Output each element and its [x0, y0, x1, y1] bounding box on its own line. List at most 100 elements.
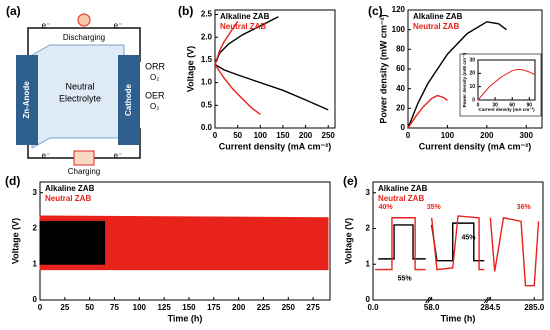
cycling-band: [39, 220, 106, 265]
y-tick-label: 60: [396, 64, 405, 73]
discharging-label: Discharging: [63, 33, 105, 42]
schematic: (a) Discharging Charging e⁻ e⁻ e⁻ e⁻ Zn-…: [6, 4, 166, 176]
y-tick-label: 10: [469, 84, 475, 90]
data-line: [407, 94, 448, 129]
x-tick-label: 50: [85, 303, 94, 312]
x-tick-label: 225: [257, 303, 271, 312]
data-line: [375, 215, 540, 287]
anode: [16, 55, 38, 145]
y-axis-title: Power density (mW cm⁻²): [378, 14, 388, 123]
x-tick-label: 0: [213, 131, 218, 140]
y-tick-label: 0: [366, 295, 371, 304]
panel-label: (a): [6, 4, 21, 18]
legend-entry: Neutral ZAB: [220, 22, 266, 31]
y-tick-label: 20: [469, 71, 475, 77]
x-tick-label: 250: [282, 303, 296, 312]
data-line: [477, 68, 536, 101]
y-tick-label: 0.0: [201, 123, 213, 132]
x-tick-label: 100: [254, 131, 268, 140]
legend-entry: Alkaline ZAB: [220, 12, 270, 21]
x-axis-title: Time (h): [441, 313, 476, 323]
legend-entry: Alkaline ZAB: [413, 12, 463, 21]
panel-label: (d): [5, 174, 20, 188]
x-tick-label: 100: [441, 131, 455, 140]
y-tick-label: 2: [33, 224, 38, 233]
electrolyte-label: Electrolyte: [59, 93, 101, 103]
y-tick-label: 3: [33, 188, 38, 197]
annotation: 45%: [462, 234, 477, 241]
x-tick-label: 200: [299, 131, 313, 140]
legend-entry: Alkaline ZAB: [45, 184, 95, 193]
legend-entry: Neutral ZAB: [378, 194, 424, 203]
x-tick-label: 30: [492, 102, 498, 108]
electron-label: e⁻: [42, 21, 51, 30]
x-tick-label: 100: [133, 303, 147, 312]
x-tick-label: 125: [157, 303, 171, 312]
y-tick-label: 1.5: [201, 55, 213, 64]
x-tick-label: 275: [306, 303, 320, 312]
legend-entry: Neutral ZAB: [45, 194, 91, 203]
x-tick-label: 285.0: [524, 303, 545, 312]
x-tick-label: 0: [477, 102, 480, 108]
wire: [27, 27, 141, 62]
electron-label: e⁻: [42, 151, 51, 160]
panel-label: (e): [343, 174, 358, 188]
power-source: [73, 150, 95, 166]
x-tick-label: 58.0: [424, 303, 440, 312]
x-tick-label: 0: [406, 131, 411, 140]
x-tick-label: 200: [480, 131, 494, 140]
annotation: 35%: [427, 204, 442, 211]
y-tick-label: 20: [396, 103, 405, 112]
y-tick-label: 100: [392, 25, 406, 34]
bulb: [77, 13, 91, 27]
panel-label: (c): [368, 4, 383, 18]
x-tick-label: 50: [233, 131, 242, 140]
anode-label: Zn-Anode: [22, 81, 31, 119]
data-line: [214, 16, 329, 111]
x-axis-title: Current density (mA cm⁻²): [219, 141, 331, 151]
y-tick-label: 1: [33, 259, 38, 268]
annotation: 40%: [379, 204, 394, 211]
annotation: 55%: [398, 275, 413, 282]
o2-label: O₂: [150, 73, 159, 82]
y-tick-label: 120: [392, 5, 406, 14]
y-tick-label: 1.0: [201, 78, 213, 87]
x-axis-title: Current density (mA cm⁻²): [419, 141, 531, 151]
orr-label: ORR: [145, 61, 166, 71]
x-tick-label: 0: [38, 303, 43, 312]
legend-entry: Neutral ZAB: [413, 22, 459, 31]
x-tick-label: 284.5: [480, 303, 501, 312]
y-tick-label: 1: [366, 259, 371, 268]
y-tick-label: 0: [33, 295, 38, 304]
y-axis-title: Voltage (V): [343, 218, 353, 264]
data-line: [214, 20, 261, 115]
y-axis-title: Power density (mW cm⁻²): [462, 52, 467, 107]
x-tick-label: 250: [322, 131, 336, 140]
y-tick-label: 2: [366, 224, 371, 233]
oer-label: OER: [145, 90, 165, 100]
x-axis-title: Time (h): [168, 313, 203, 323]
legend-entry: Alkaline ZAB: [378, 184, 428, 193]
x-tick-label: 175: [207, 303, 221, 312]
x-tick-label: 150: [276, 131, 290, 140]
x-tick-label: 60: [509, 102, 515, 108]
plot-frame: [214, 9, 336, 129]
inset-frame: [459, 53, 542, 117]
x-tick-label: 300: [520, 131, 534, 140]
y-tick-label: 0: [401, 123, 406, 132]
data-line: [407, 21, 507, 129]
x-tick-label: 90: [527, 102, 533, 108]
x-tick-label: 25: [60, 303, 69, 312]
x-tick-label: 0.0: [367, 303, 379, 312]
y-axis-title: Voltage (V): [185, 46, 195, 92]
data-line: [378, 222, 485, 262]
x-tick-label: 200: [232, 303, 246, 312]
y-tick-label: 0: [472, 97, 475, 103]
x-tick-label: 75: [110, 303, 119, 312]
electron-label: e⁻: [114, 21, 123, 30]
y-tick-label: 40: [396, 84, 405, 93]
electrolyte-label: Neutral: [65, 81, 94, 91]
charging-label: Charging: [68, 167, 100, 176]
x-tick-label: 150: [182, 303, 196, 312]
